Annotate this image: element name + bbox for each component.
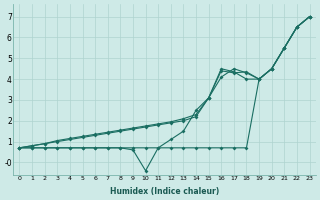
X-axis label: Humidex (Indice chaleur): Humidex (Indice chaleur) — [110, 187, 219, 196]
